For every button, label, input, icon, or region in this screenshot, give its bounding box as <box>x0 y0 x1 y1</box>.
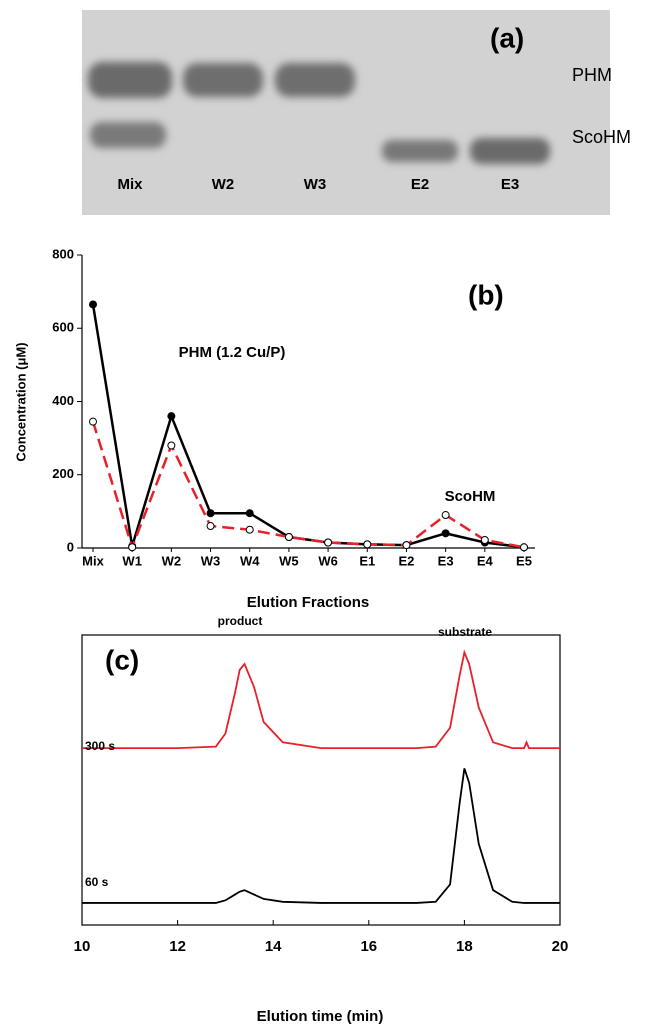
x-tick-label: W4 <box>240 553 260 568</box>
series-line <box>91 421 525 552</box>
x-tick-label: E1 <box>359 553 375 568</box>
annotation: ScoHM <box>445 488 496 505</box>
lane-label: E2 <box>411 176 429 193</box>
data-point <box>167 441 176 450</box>
y-tick-label: 400 <box>52 393 74 408</box>
band-label: PHM <box>572 65 612 85</box>
x-tick-label: W5 <box>279 553 299 568</box>
x-tick-label: 18 <box>456 938 473 955</box>
x-axis-title: Elution Fractions <box>247 594 370 611</box>
x-tick-label: W3 <box>201 553 221 568</box>
lane-label: E3 <box>501 176 519 193</box>
panel-label: (c) <box>105 644 139 675</box>
band-label: ScoHM <box>572 127 631 147</box>
data-point <box>363 540 372 549</box>
x-tick-label: E2 <box>399 553 415 568</box>
x-tick-label: 14 <box>265 938 282 955</box>
gel-bands <box>88 62 550 164</box>
panel-label: (a) <box>490 22 524 53</box>
data-point <box>245 509 254 518</box>
y-tick-label: 200 <box>52 466 74 481</box>
y-tick-label: 0 <box>67 539 74 554</box>
data-point <box>206 522 215 531</box>
series-label: 300 s <box>85 739 115 753</box>
x-tick-label: E3 <box>438 553 454 568</box>
data-point <box>206 509 215 518</box>
x-tick-label: 16 <box>360 938 377 955</box>
annotation: PHM (1.2 Cu/P) <box>179 344 286 361</box>
series-line <box>82 768 560 904</box>
x-tick-label: E4 <box>477 553 494 568</box>
series-line <box>82 649 560 749</box>
gel-background <box>82 10 610 215</box>
plot-frame <box>81 634 561 926</box>
data-point <box>284 533 293 542</box>
x-tick-label: Mix <box>82 553 104 568</box>
data-point <box>441 511 450 520</box>
x-tick-label: W6 <box>318 553 338 568</box>
x-tick-label: 12 <box>169 938 186 955</box>
gel-panel: (a) PHM ScoHM <box>82 10 631 215</box>
annotation: substrate <box>438 625 492 639</box>
x-tick-label: 10 <box>74 938 91 955</box>
x-tick-label: E5 <box>516 553 532 568</box>
data-point <box>402 541 411 550</box>
data-point <box>245 525 254 534</box>
data-point <box>441 529 450 538</box>
series-label: 60 s <box>85 875 109 889</box>
annotation: product <box>218 614 263 628</box>
data-point <box>480 535 489 544</box>
lane-label: W2 <box>212 176 235 193</box>
x-tick-label: 20 <box>552 938 569 955</box>
data-point <box>89 300 97 309</box>
y-tick-label: 600 <box>52 320 74 335</box>
y-axis-title: Concentration (μM) <box>13 342 28 461</box>
lane-label: W3 <box>304 176 327 193</box>
data-point <box>89 417 97 426</box>
data-point <box>324 538 333 547</box>
series-line <box>91 304 525 549</box>
data-point <box>520 543 528 552</box>
data-point <box>128 543 137 552</box>
x-tick-label: W2 <box>162 553 182 568</box>
x-axis-title: Elution time (min) <box>257 1008 384 1025</box>
panel-label: (b) <box>468 279 504 310</box>
y-tick-label: 800 <box>52 246 74 261</box>
x-tick-label: W1 <box>122 553 142 568</box>
lane-label: Mix <box>117 176 143 193</box>
data-point <box>167 412 176 421</box>
